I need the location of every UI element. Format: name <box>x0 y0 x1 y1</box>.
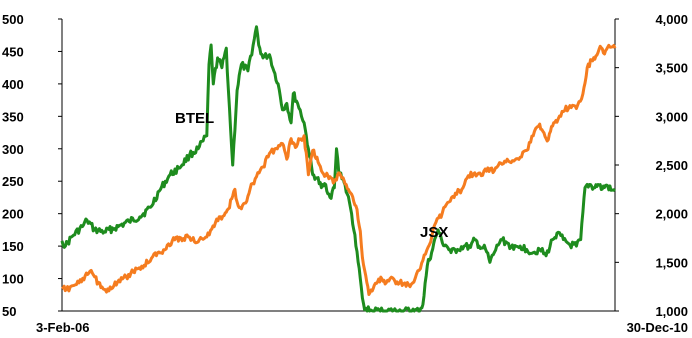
left-tick-label: 250 <box>2 174 24 189</box>
right-tick-label: 4,000 <box>655 12 688 27</box>
left-tick-label: 350 <box>2 109 24 124</box>
left-tick-label: 150 <box>2 239 24 254</box>
right-tick-label: 2,500 <box>655 158 688 173</box>
right-tick-label: 1,000 <box>655 304 688 319</box>
left-tick-label: 200 <box>2 207 24 222</box>
left-tick-label: 500 <box>2 12 24 27</box>
x-tick-label-end: 30-Dec-10 <box>627 320 688 335</box>
right-tick-label: 3,500 <box>655 61 688 76</box>
left-tick-label: 300 <box>2 142 24 157</box>
x-tick-label-start: 3-Feb-06 <box>36 320 89 335</box>
left-tick-label: 400 <box>2 77 24 92</box>
right-tick-label: 3,000 <box>655 109 688 124</box>
series-label-jsx: JSX <box>420 224 448 241</box>
right-y-axis: 1,000 1,500 2,000 2,500 3,000 3,500 4,000 <box>614 12 688 319</box>
left-tick-label: 450 <box>2 44 24 59</box>
series-line-btel <box>60 25 617 313</box>
series-line-jsx <box>61 43 617 296</box>
left-y-axis: 50 100 150 200 250 300 350 400 450 500 <box>2 12 63 319</box>
right-tick-label: 1,500 <box>655 255 688 270</box>
series-labels: BTEL JSX <box>175 110 448 241</box>
left-tick-label: 100 <box>2 272 24 287</box>
right-tick-label: 2,000 <box>655 207 688 222</box>
series-label-btel: BTEL <box>175 110 214 127</box>
series-layer <box>60 25 617 313</box>
left-tick-label: 50 <box>2 304 16 319</box>
x-axis: 3-Feb-06 30-Dec-10 <box>36 310 688 335</box>
